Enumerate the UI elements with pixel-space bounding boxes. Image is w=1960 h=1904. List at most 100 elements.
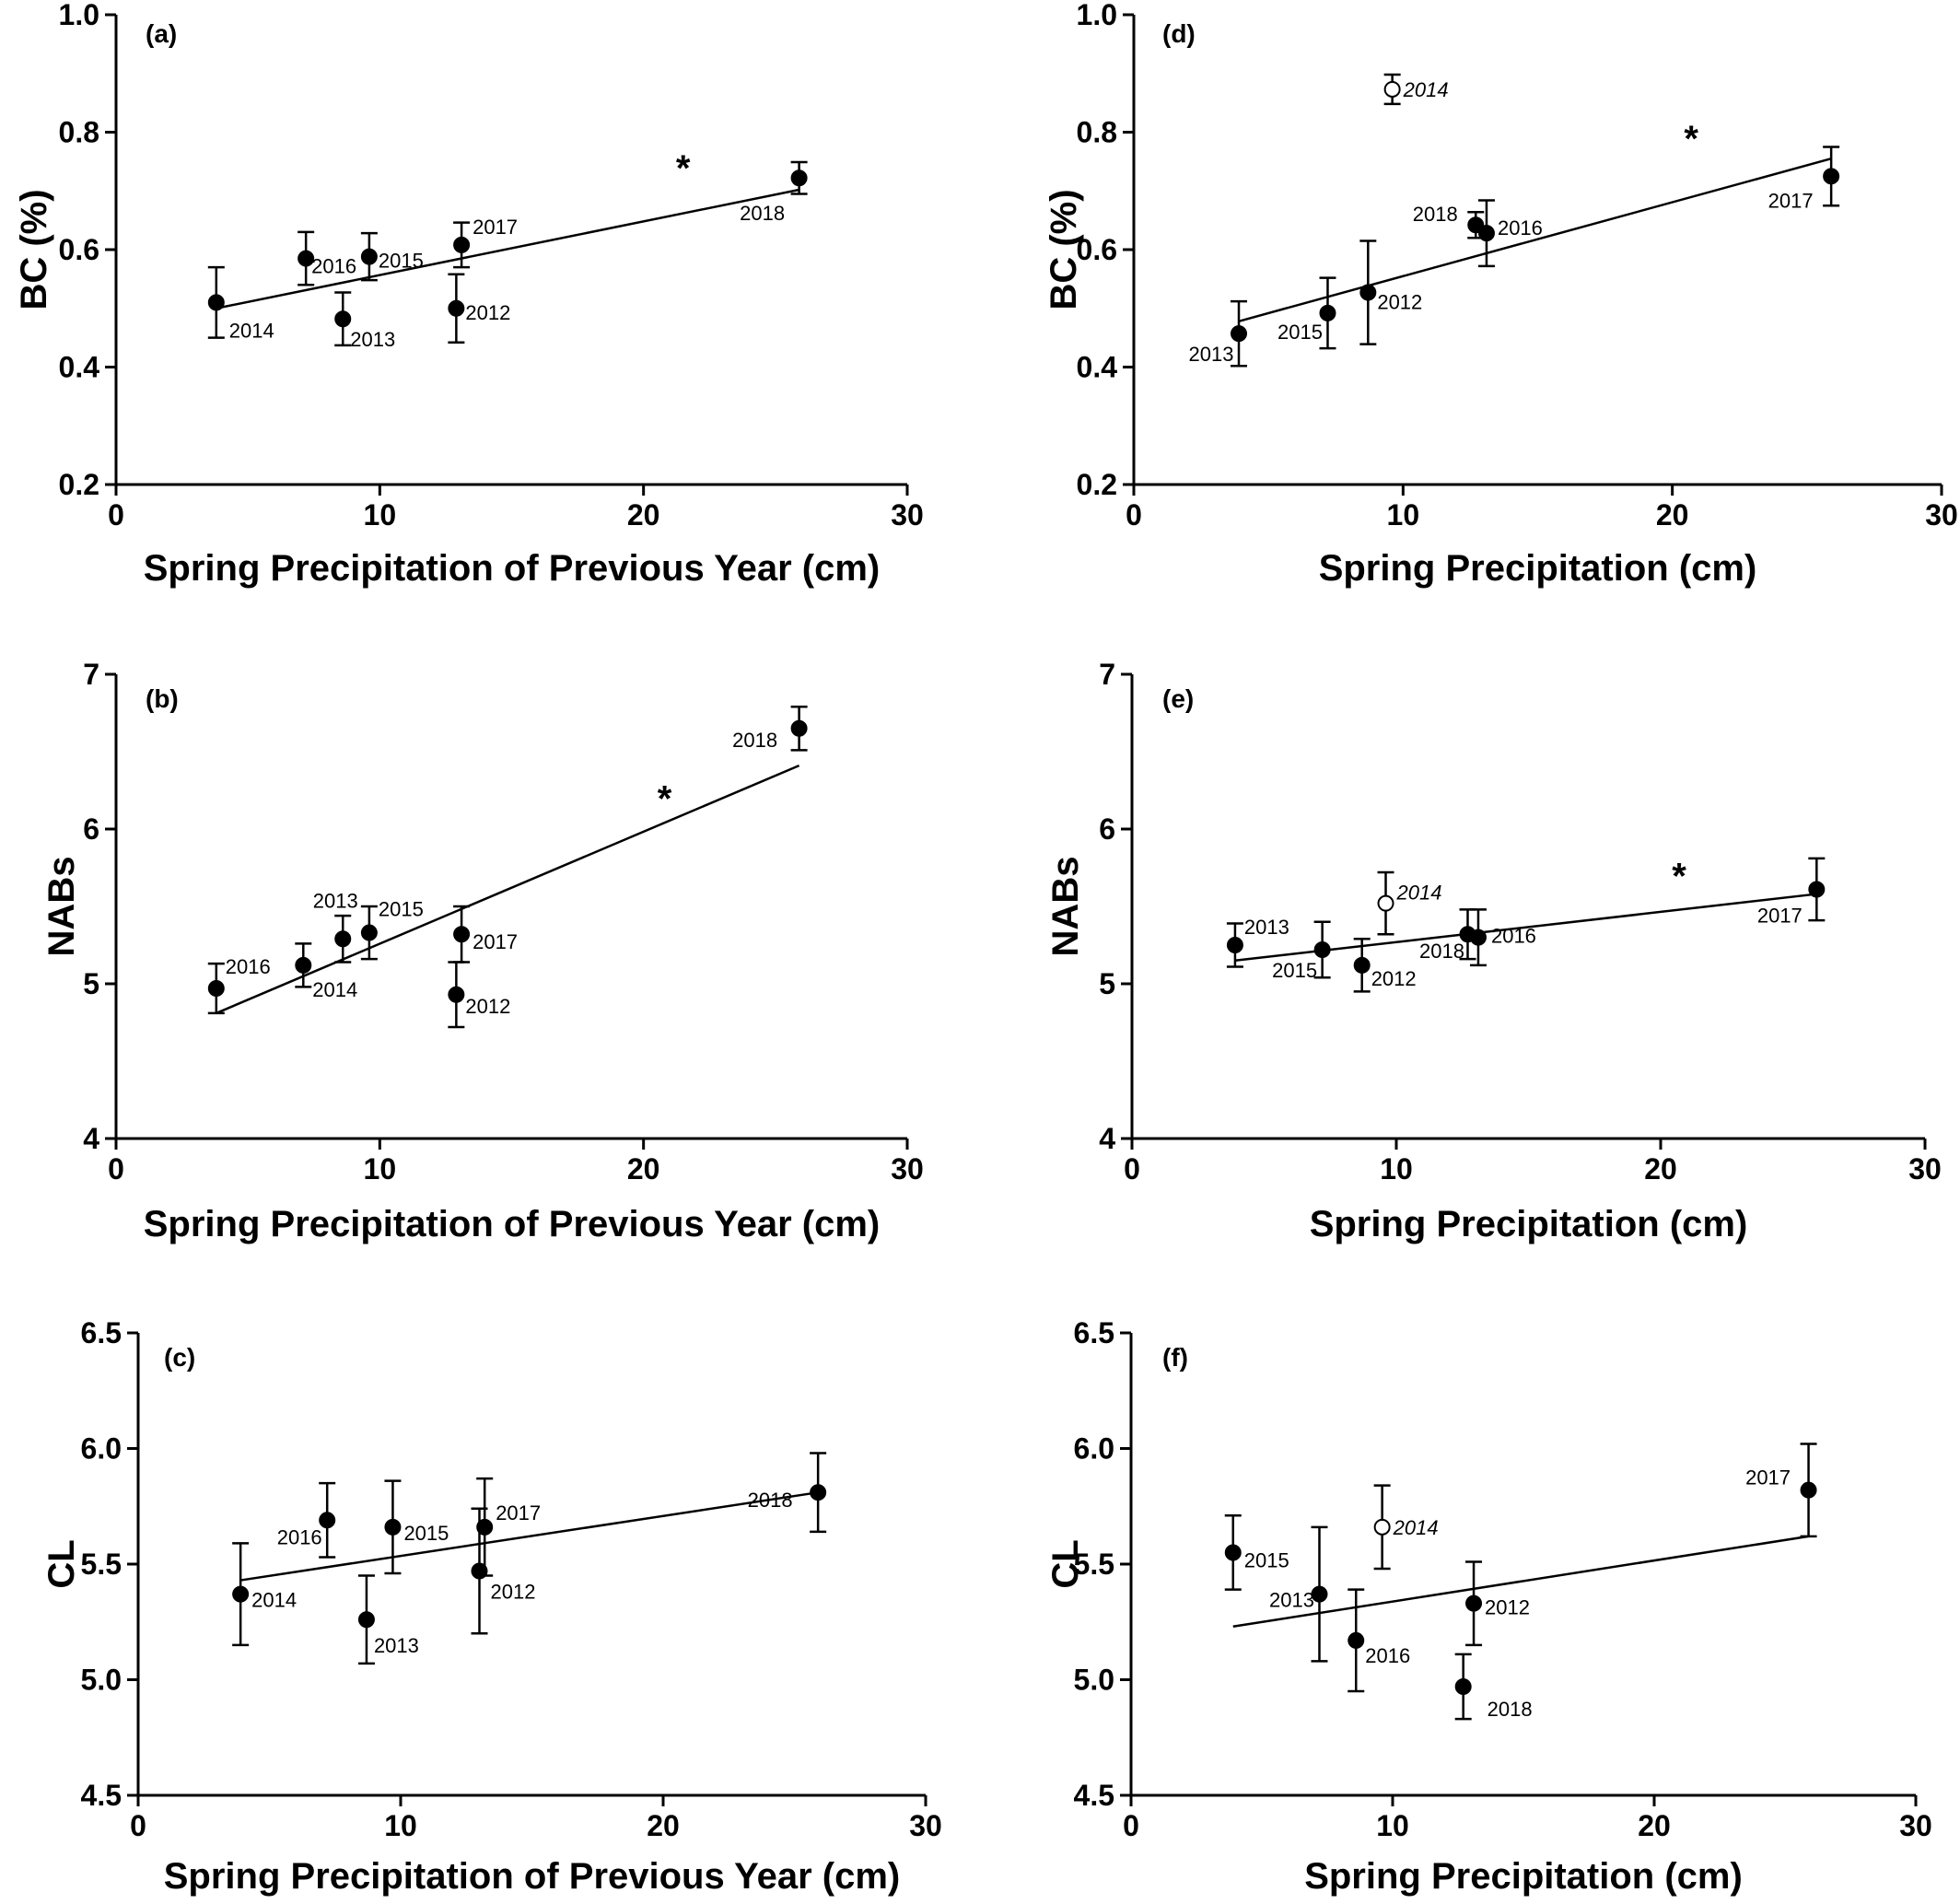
- point-label: 2012: [1377, 291, 1422, 314]
- point-label: 2016: [226, 955, 271, 978]
- x-tick-label: 20: [1656, 498, 1689, 531]
- data-point-2017: [1808, 881, 1826, 898]
- data-point-2015: [1313, 941, 1331, 959]
- panel-d: 0.2 0.4 0.6 0.8 1.0 0 10 20 30 Spring Precipitati…: [1044, 0, 1958, 589]
- point-label: 2018: [748, 1489, 793, 1512]
- point-label: 2012: [465, 995, 510, 1018]
- point-label: 2014: [1403, 78, 1449, 101]
- point-label: 2017: [1757, 905, 1802, 928]
- x-tick-label: 20: [647, 1809, 680, 1842]
- data-point-2017: [476, 1518, 494, 1536]
- point-label: 2018: [1488, 1698, 1533, 1721]
- x-tick-label: 20: [1638, 1809, 1671, 1842]
- data-point-2018: [1467, 216, 1485, 234]
- point-label: 2013: [350, 328, 395, 351]
- point-label: 2018: [740, 202, 785, 225]
- y-tick-label: 6.0: [1074, 1432, 1114, 1466]
- y-tick-label: 0.2: [59, 468, 99, 501]
- x-tick-label: 10: [1380, 1152, 1413, 1186]
- point-label: 2016: [1498, 216, 1543, 239]
- y-tick-label: 6: [83, 812, 99, 846]
- y-tick-label: 5: [83, 967, 99, 1000]
- y-axis-title: BC (%): [14, 189, 54, 310]
- panel-label: (d): [1162, 19, 1196, 48]
- panel-label: (b): [146, 684, 179, 713]
- data-point-2018: [1454, 1678, 1472, 1696]
- data-point-2012: [448, 986, 465, 1003]
- y-axis-title: CL: [1045, 1539, 1086, 1588]
- point-label: 2015: [1244, 1548, 1289, 1571]
- significance-asterisk: *: [1672, 856, 1686, 896]
- data-point-2017: [453, 926, 471, 943]
- panel-label: (a): [146, 19, 177, 48]
- data-point-2018: [790, 719, 808, 737]
- point-label: 2013: [374, 1634, 419, 1657]
- y-tick-label: 5: [1099, 967, 1115, 1000]
- x-tick-label: 0: [108, 498, 124, 531]
- data-point-2014: [1383, 80, 1401, 98]
- y-tick-label: 7: [83, 658, 99, 691]
- data-point-2014: [1373, 1518, 1391, 1536]
- y-axis-title: NABs: [1045, 857, 1086, 957]
- y-tick-label: 5.0: [1074, 1664, 1114, 1697]
- x-tick-label: 0: [1124, 1152, 1140, 1186]
- y-tick-label: 0.4: [1077, 351, 1118, 384]
- y-tick-label: 0.8: [1077, 116, 1117, 149]
- data-point-2016: [1477, 225, 1495, 242]
- y-tick-label: 5.5: [81, 1548, 122, 1581]
- data-point-2013: [1226, 937, 1243, 953]
- point-label: 2012: [1485, 1596, 1530, 1619]
- point-label: 2015: [379, 250, 424, 273]
- y-tick-label: 6.0: [81, 1432, 122, 1466]
- x-tick-label: 30: [909, 1809, 942, 1842]
- trend-line: [239, 1490, 819, 1582]
- data-point-2016: [298, 250, 315, 267]
- y-tick-label: 6.5: [81, 1316, 122, 1349]
- y-tick-label: 0.8: [59, 116, 99, 149]
- point-label: 2012: [491, 1581, 536, 1604]
- data-point-2012: [1353, 956, 1371, 974]
- panel-b: 4 5 6 7 0 10 20 30 Spring Precipitation of Previ…: [41, 658, 924, 1244]
- y-tick-label: 1.0: [59, 0, 99, 31]
- point-label: 2017: [472, 216, 518, 239]
- data-point-2016: [207, 980, 225, 998]
- x-tick-label: 0: [108, 1152, 124, 1186]
- point-label: 2012: [465, 301, 510, 324]
- point-label: 2015: [403, 1522, 449, 1545]
- x-axis-title: Spring Precipitation (cm): [1310, 1204, 1748, 1244]
- point-label: 2014: [251, 1589, 297, 1612]
- y-axis-title: CL: [41, 1539, 82, 1588]
- x-axis-title: Spring Precipitation (cm): [1304, 1856, 1743, 1897]
- data-point-2017: [1800, 1481, 1817, 1499]
- y-tick-label: 1.0: [1077, 0, 1117, 31]
- y-axis-title: BC (%): [1044, 189, 1084, 310]
- x-tick-label: 20: [1644, 1152, 1677, 1186]
- panel-label: (e): [1162, 684, 1194, 713]
- panel-a: 0.2 0.4 0.6 0.8 1.0 0 10 20 30 Spring Precipitati…: [14, 0, 924, 589]
- point-label: 2015: [1272, 959, 1317, 982]
- point-label: 2018: [732, 729, 777, 752]
- panel-c: 4.5 5.0 5.5 6.0 6.5 0 10 20 30 Spring Precipitati…: [41, 1316, 942, 1897]
- x-tick-label: 10: [364, 498, 397, 531]
- x-tick-label: 30: [891, 1152, 924, 1186]
- significance-asterisk: *: [658, 778, 672, 819]
- x-axis-title: Spring Precipitation of Previous Year (c…: [164, 1856, 900, 1897]
- data-point-2012: [1359, 284, 1377, 301]
- data-point-2012: [448, 299, 465, 317]
- data-point-2013: [334, 930, 352, 948]
- x-tick-label: 10: [1387, 498, 1420, 531]
- data-point-2015: [1319, 304, 1336, 321]
- point-label: 2017: [496, 1501, 541, 1524]
- y-tick-label: 7: [1099, 658, 1115, 691]
- x-axis-title: Spring Precipitation of Previous Year (c…: [144, 548, 880, 589]
- data-point-2018: [790, 169, 808, 187]
- y-tick-label: 4.5: [81, 1779, 122, 1812]
- x-tick-label: 0: [1126, 498, 1142, 531]
- point-label: 2017: [472, 930, 518, 953]
- y-tick-label: 5.5: [1074, 1548, 1114, 1581]
- data-point-2017: [1823, 168, 1840, 185]
- data-point-2014: [1377, 894, 1394, 912]
- significance-asterisk: *: [676, 148, 691, 189]
- point-label: 2014: [229, 319, 274, 342]
